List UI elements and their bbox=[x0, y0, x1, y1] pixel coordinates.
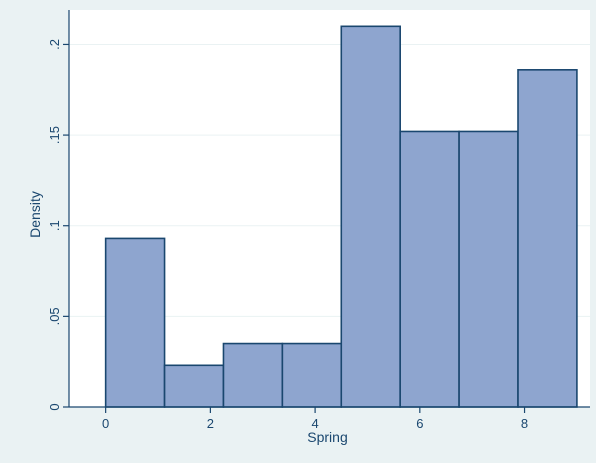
x-tick-label: 6 bbox=[416, 416, 423, 431]
y-tick-label: .1 bbox=[47, 220, 62, 231]
y-tick-label: .2 bbox=[47, 39, 62, 50]
x-tick-label: 8 bbox=[521, 416, 528, 431]
y-tick-label: .15 bbox=[47, 126, 62, 144]
histogram-bar bbox=[104, 237, 166, 408]
x-tick-label: 2 bbox=[207, 416, 214, 431]
histogram-bar bbox=[222, 342, 284, 408]
y-axis-title: Density bbox=[27, 191, 43, 238]
x-axis-ticks: 0 2 4 6 8 bbox=[102, 407, 528, 431]
histogram-bar bbox=[340, 25, 401, 408]
histogram-bar bbox=[517, 69, 578, 408]
x-tick-label: 0 bbox=[102, 416, 109, 431]
y-tick-label: 0 bbox=[47, 403, 62, 410]
y-tick-label: .05 bbox=[47, 307, 62, 325]
x-tick-label: 4 bbox=[311, 416, 318, 431]
histogram-bar bbox=[163, 364, 225, 408]
x-axis-title: Spring bbox=[307, 429, 347, 445]
histogram-bar bbox=[281, 342, 343, 408]
histogram-bar bbox=[458, 130, 519, 408]
y-axis-ticks: 0 .05 .1 .15 .2 bbox=[47, 39, 69, 411]
histogram-bar bbox=[399, 130, 460, 408]
axes bbox=[68, 10, 590, 408]
histogram-bars bbox=[104, 25, 578, 408]
